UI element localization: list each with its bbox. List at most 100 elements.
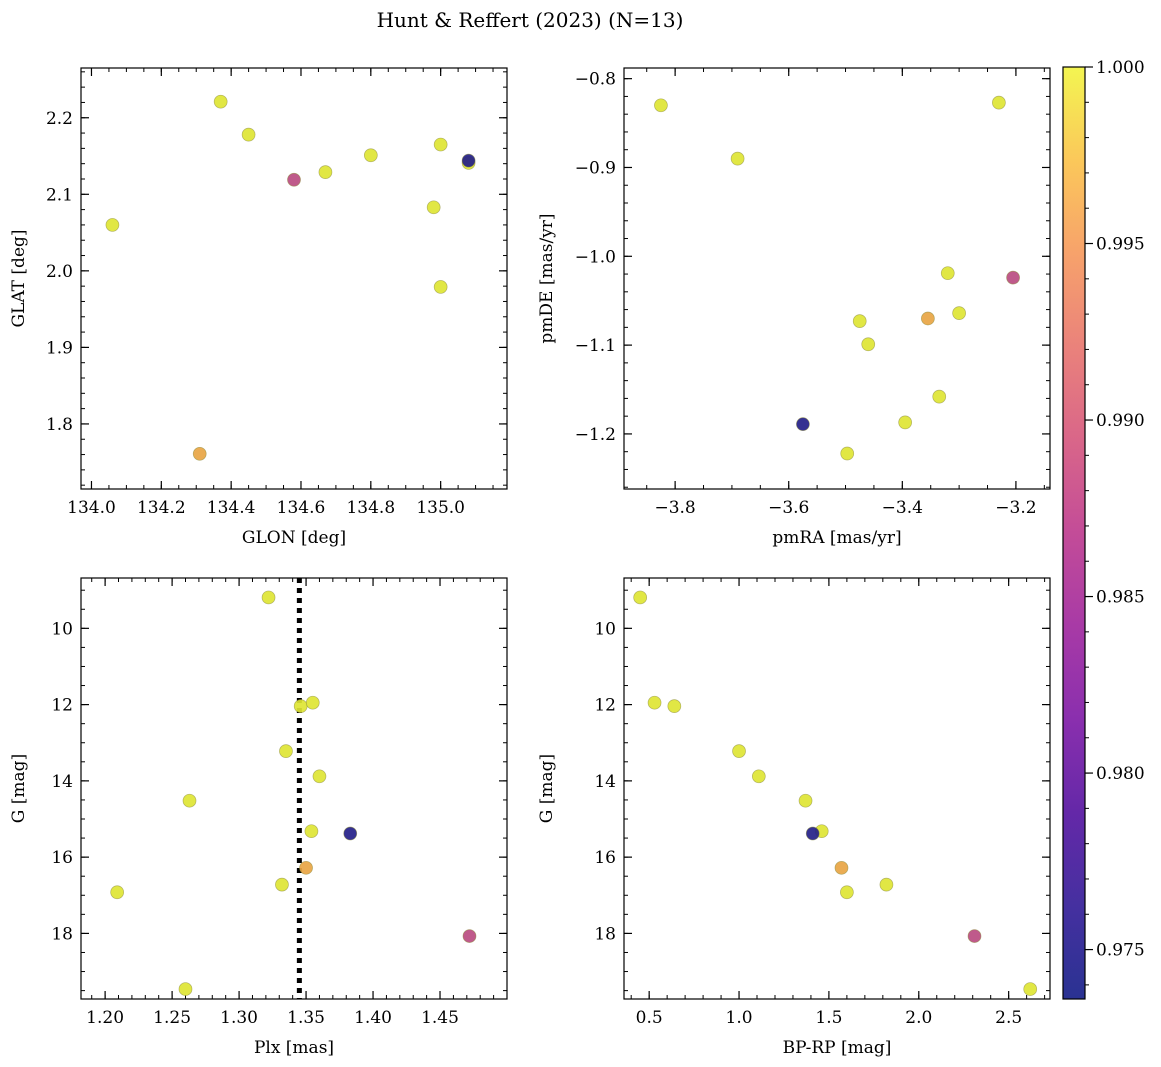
y-tick-label: 18 xyxy=(51,924,73,944)
x-tick-label: 134.4 xyxy=(207,498,256,518)
data-point xyxy=(834,860,849,875)
data-point xyxy=(426,200,441,215)
data-point xyxy=(732,744,746,758)
x-tick-label: 135.0 xyxy=(416,498,465,518)
data-points xyxy=(633,590,1038,996)
x-tick-label: 134.0 xyxy=(67,498,116,518)
x-axis-label: GLON [deg] xyxy=(242,528,346,548)
y-tick-label: 1.9 xyxy=(46,338,73,358)
data-point xyxy=(213,94,228,109)
panel-glon-glat: 134.0 134.2 134.4 134.6 134.8 135.0 1.8 1.9 2.0 2… xyxy=(9,67,508,548)
data-point xyxy=(461,153,476,168)
y-tick-label: −1.0 xyxy=(575,247,616,267)
x-tick-label: 1.45 xyxy=(421,1008,459,1028)
minor-ticks xyxy=(624,68,1050,489)
data-point xyxy=(840,446,855,461)
x-tick-label: −3.8 xyxy=(654,498,695,518)
data-point xyxy=(667,699,682,713)
data-point xyxy=(796,417,810,432)
data-point xyxy=(433,137,448,152)
x-axis-label: pmRA [mas/yr] xyxy=(772,528,901,548)
y-tick-label: −1.2 xyxy=(575,425,616,445)
data-point xyxy=(932,389,947,404)
axes-frame xyxy=(80,577,508,1000)
y-tick-label: −0.8 xyxy=(575,70,616,90)
data-point xyxy=(261,590,276,605)
data-point xyxy=(840,885,854,900)
data-point xyxy=(952,306,966,320)
axes-frame xyxy=(623,577,1051,1000)
x-tick-label: 134.8 xyxy=(346,498,395,518)
x-tick-label: 0.5 xyxy=(636,1008,663,1028)
x-tick-label: −3.2 xyxy=(995,498,1036,518)
colorbar-tick-label: 0.980 xyxy=(1096,764,1145,784)
data-point xyxy=(304,824,319,839)
data-point xyxy=(654,98,668,113)
data-point xyxy=(192,446,207,461)
data-point xyxy=(343,826,358,841)
x-axis-label: BP-RP [mag] xyxy=(783,1038,892,1058)
y-tick-label: −0.9 xyxy=(575,158,616,178)
x-tick-label: 134.6 xyxy=(277,498,326,518)
axes-frame xyxy=(623,67,1051,490)
data-point xyxy=(182,793,197,808)
x-tick-label: 1.0 xyxy=(726,1008,753,1028)
data-point xyxy=(275,877,289,892)
panel-plx-g: 1.20 1.25 1.30 1.35 1.40 1.45 10 12 14 16 18 Plx [m… xyxy=(9,577,508,1058)
panel-pm: −3.8 −3.6 −3.4 −3.2 −1.2 −1.1 −1.0 −0.9 −0.8 pmRA… xyxy=(537,67,1051,548)
data-point xyxy=(861,337,876,352)
figure-title: Hunt & Reffert (2023) (N=13) xyxy=(377,8,684,32)
data-point xyxy=(287,172,301,187)
x-tick-label: 1.5 xyxy=(815,1008,842,1028)
y-tick-label: 18 xyxy=(594,924,616,944)
y-tick-label: 16 xyxy=(594,848,616,868)
x-axis-label: Plx [mas] xyxy=(254,1038,334,1058)
data-point xyxy=(647,695,662,710)
data-points xyxy=(105,94,476,461)
x-tick-label: 134.2 xyxy=(137,498,186,518)
y-tick-label: 2.2 xyxy=(46,109,73,129)
data-point xyxy=(992,95,1006,110)
y-axis-label: pmDE [mas/yr] xyxy=(537,213,557,343)
colorbar-tick-label: 0.985 xyxy=(1096,588,1145,608)
data-point xyxy=(279,744,293,758)
colorbar: 0.975 0.980 0.985 0.990 0.995 1.000 xyxy=(1062,58,1145,1000)
colorbar-tick-label: 1.000 xyxy=(1096,58,1145,78)
y-axis-label: G [mag] xyxy=(9,754,29,823)
x-tick-label: 1.20 xyxy=(86,1008,124,1028)
x-tick-label: 2.0 xyxy=(905,1008,932,1028)
data-point xyxy=(751,769,766,784)
x-tick-label: 2.5 xyxy=(995,1008,1022,1028)
y-axis-label: G [mag] xyxy=(537,754,557,823)
data-point xyxy=(633,590,648,605)
x-tick-label: 1.40 xyxy=(354,1008,392,1028)
colorbar-tick-label: 0.990 xyxy=(1096,411,1145,431)
data-point xyxy=(363,148,378,163)
y-tick-label: 14 xyxy=(51,772,73,792)
minor-ticks xyxy=(624,578,1050,999)
y-tick-label: 12 xyxy=(594,696,616,716)
data-point xyxy=(798,793,813,808)
y-tick-label: 2.0 xyxy=(46,262,73,282)
colorbar-gradient xyxy=(1062,66,1086,1000)
data-point xyxy=(940,266,955,281)
data-point xyxy=(299,860,313,875)
data-point xyxy=(318,165,333,179)
y-tick-label: 10 xyxy=(51,619,73,639)
panel-cmd: 0.5 1.0 1.5 2.0 2.5 10 12 14 16 18 BP-RP [mag] G [m… xyxy=(537,577,1051,1058)
minor-ticks xyxy=(81,68,507,489)
data-point xyxy=(852,314,867,328)
minor-ticks xyxy=(81,578,508,999)
data-points xyxy=(110,590,477,996)
y-tick-label: −1.1 xyxy=(575,336,616,356)
y-tick-label: 2.1 xyxy=(46,185,73,205)
y-tick-label: 10 xyxy=(594,619,616,639)
data-point xyxy=(1006,270,1020,285)
data-point xyxy=(462,929,477,943)
y-tick-label: 12 xyxy=(51,696,73,716)
y-tick-label: 16 xyxy=(51,848,73,868)
axes-frame xyxy=(80,67,508,490)
colorbar-tick-label: 0.975 xyxy=(1096,941,1145,961)
data-point xyxy=(105,218,120,232)
